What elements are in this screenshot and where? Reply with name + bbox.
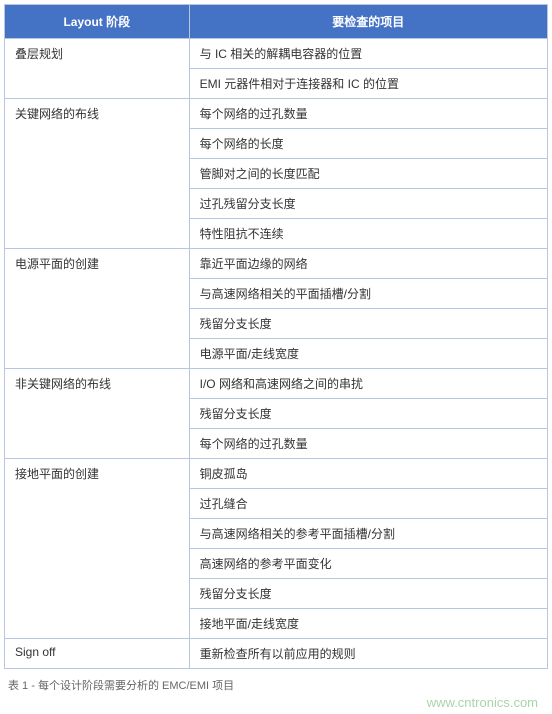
item-cell: 靠近平面边缘的网络 (189, 249, 547, 279)
item-cell: 残留分支长度 (189, 399, 547, 429)
item-cell: 接地平面/走线宽度 (189, 609, 547, 639)
item-cell: 残留分支长度 (189, 579, 547, 609)
emc-emi-table: Layout 阶段 要检查的项目 叠层规划与 IC 相关的解耦电容器的位置EMI… (4, 4, 548, 669)
item-cell: 重新检查所有以前应用的规则 (189, 639, 547, 669)
item-cell: 电源平面/走线宽度 (189, 339, 547, 369)
table-row: 叠层规划与 IC 相关的解耦电容器的位置 (5, 39, 548, 69)
item-cell: 特性阻抗不连续 (189, 219, 547, 249)
item-cell: 每个网络的过孔数量 (189, 429, 547, 459)
item-cell: 与高速网络相关的平面插槽/分割 (189, 279, 547, 309)
item-cell: 每个网络的过孔数量 (189, 99, 547, 129)
phase-cell: 接地平面的创建 (5, 459, 190, 639)
item-cell: 残留分支长度 (189, 309, 547, 339)
table-row: 接地平面的创建铜皮孤岛 (5, 459, 548, 489)
phase-cell: Sign off (5, 639, 190, 669)
item-cell: 过孔缝合 (189, 489, 547, 519)
phase-cell: 关键网络的布线 (5, 99, 190, 249)
item-cell: 过孔残留分支长度 (189, 189, 547, 219)
col-header-items: 要检查的项目 (189, 5, 547, 39)
phase-cell: 叠层规划 (5, 39, 190, 99)
table-row: 关键网络的布线每个网络的过孔数量 (5, 99, 548, 129)
item-cell: EMI 元器件相对于连接器和 IC 的位置 (189, 69, 547, 99)
table-caption: 表 1 - 每个设计阶段需要分析的 EMC/EMI 项目 (4, 677, 548, 693)
table-row: 非关键网络的布线I/O 网络和高速网络之间的串扰 (5, 369, 548, 399)
item-cell: I/O 网络和高速网络之间的串扰 (189, 369, 547, 399)
phase-cell: 电源平面的创建 (5, 249, 190, 369)
table-header-row: Layout 阶段 要检查的项目 (5, 5, 548, 39)
item-cell: 与高速网络相关的参考平面插槽/分割 (189, 519, 547, 549)
item-cell: 与 IC 相关的解耦电容器的位置 (189, 39, 547, 69)
item-cell: 管脚对之间的长度匹配 (189, 159, 547, 189)
watermark-text: www.cntronics.com (4, 695, 548, 710)
table-row: 电源平面的创建靠近平面边缘的网络 (5, 249, 548, 279)
item-cell: 铜皮孤岛 (189, 459, 547, 489)
phase-cell: 非关键网络的布线 (5, 369, 190, 459)
item-cell: 每个网络的长度 (189, 129, 547, 159)
table-row: Sign off重新检查所有以前应用的规则 (5, 639, 548, 669)
col-header-phase: Layout 阶段 (5, 5, 190, 39)
item-cell: 高速网络的参考平面变化 (189, 549, 547, 579)
